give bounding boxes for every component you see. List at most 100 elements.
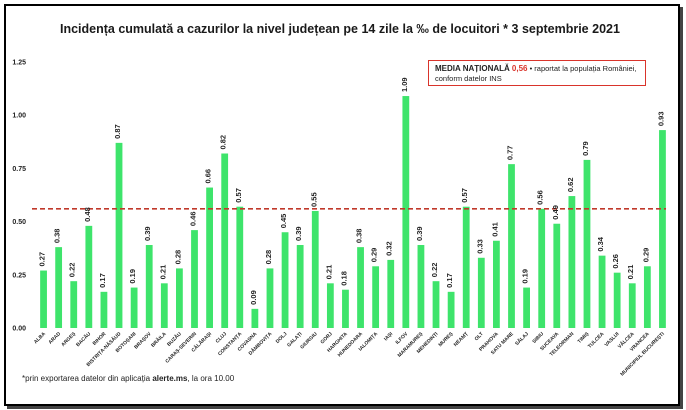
bar [55,247,63,328]
bar [85,225,93,328]
footnote-prefix: *prin exportarea datelor din aplicația [22,374,153,383]
bar [251,308,259,328]
bar-value-label: 0.41 [490,222,499,237]
bar-value-label: 0.46 [189,212,198,227]
bar [191,230,198,328]
chart-title: Incidența cumulată a cazurilor la nivel … [60,22,620,36]
bar [598,255,606,328]
bar-value-label: 0.57 [460,188,469,203]
bar-value-label: 0.77 [506,146,515,161]
y-tick-label: 1.00 [12,113,26,120]
bar [583,159,591,328]
x-tick-label: BACĂU [75,330,93,348]
bar-value-label: 0.87 [113,124,122,139]
bar [100,291,108,328]
bar-value-label: 0.55 [309,192,318,207]
bar [115,142,123,328]
bar-value-label: 0.17 [445,273,454,288]
x-tick-label: GIURGIU [299,331,319,351]
bar-value-label: 0.19 [128,269,137,284]
bar-value-label: 0.79 [581,141,590,156]
y-tick-label: 1.25 [12,60,26,67]
bar [296,245,304,328]
bar [372,266,380,328]
bar-value-label: 0.21 [158,265,167,280]
national-mean-legend: MEDIA NAȚIONALĂ 0,56 • raportat la popul… [428,60,646,86]
bar [508,164,515,328]
bar-value-label: 1.09 [400,77,409,92]
bar [613,272,621,328]
bar [628,283,636,328]
bar [477,257,485,328]
footnote-source: alerte.ms [152,374,188,383]
national-mean-value: 0,56 [511,64,528,73]
bar [145,245,153,328]
bar-value-label: 0.17 [98,273,107,288]
x-tick-label: BRAȘOV [133,331,153,351]
bar-value-label: 0.29 [370,248,379,263]
bar-value-label: 0.32 [385,241,394,256]
bar-value-label: 0.22 [68,263,77,278]
y-axis: 0.00 0.25 0.50 0.75 1.00 1.25 [12,60,26,333]
x-tick-label: TULCEA [587,331,606,350]
bar-value-label: 0.39 [143,226,152,241]
y-tick-label: 0.50 [12,219,26,226]
bars-group [40,96,666,328]
bar-value-label: 0.62 [566,177,575,192]
y-tick-label: 0.75 [12,166,26,173]
bar [402,96,410,328]
bar [221,153,229,328]
bar [643,266,651,328]
bar [493,240,500,328]
bar-value-label: 0.45 [279,214,288,229]
bar-value-label: 0.28 [173,250,182,265]
bar [326,283,334,328]
bar-value-label: 0.56 [536,190,545,205]
x-tick-label: OLT [474,331,485,342]
national-mean-text-line1: • raportat la populația României, [529,64,637,73]
national-mean-text-line2: conform datelor INS [435,74,502,83]
x-tick-label: ARGEȘ [60,331,77,348]
bar-value-label: 0.66 [204,169,213,184]
bar [417,245,425,328]
bar [281,232,289,328]
bar-value-label: 0.33 [475,239,484,254]
value-labels-group: 0.27 0.38 0.22 0.48 0.17 0.87 0.19 0.39 0.21 0.28… [38,77,666,304]
bar-value-label: 0.28 [264,250,273,265]
national-mean-label: MEDIA NAȚIONALĂ [435,64,510,73]
bar [387,259,395,328]
bar-value-label: 0.57 [234,188,243,203]
bar [160,283,168,328]
bar-value-label: 0.49 [551,205,560,220]
bar [342,289,349,328]
bar-value-label: 0.34 [596,236,605,251]
bar [236,206,244,328]
bar [523,287,530,328]
bar [462,206,470,328]
bar-value-label: 0.48 [83,207,92,222]
bar-value-label: 0.21 [324,265,333,280]
bar-value-label: 0.39 [415,226,424,241]
bar-value-label: 0.38 [53,229,62,244]
bar [40,270,47,328]
x-tick-label: NEAMȚ [453,331,470,348]
y-tick-label: 0.25 [12,272,26,279]
bar-value-label: 0.29 [641,248,650,263]
bar-value-label: 0.82 [219,135,228,150]
bar-value-label: 0.22 [430,263,439,278]
bar-value-label: 0.09 [249,290,258,305]
footnote: *prin exportarea datelor din aplicația a… [22,374,234,383]
bar [130,287,138,328]
bar [432,281,440,328]
footnote-suffix: , la ora 10.00 [187,374,235,383]
bar-value-label: 0.38 [355,229,364,244]
bar-value-label: 0.39 [294,226,303,241]
x-tick-label: IAȘI [383,331,395,343]
x-tick-label: ALBA [33,331,47,345]
bar-value-label: 0.19 [521,269,530,284]
bar-value-label: 0.27 [38,252,47,267]
y-tick-label: 0.00 [12,326,26,333]
bar [357,247,364,328]
